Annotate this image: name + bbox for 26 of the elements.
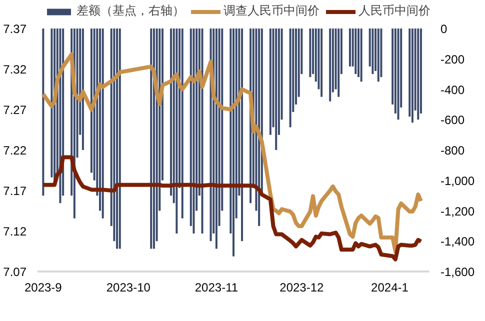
- y-tick-label: 7.37: [3, 22, 27, 36]
- y-tick-label: 7.07: [3, 265, 27, 279]
- legend-label: 差额（基点，右轴）: [76, 2, 184, 20]
- y2-tick-label: -1,400: [440, 234, 475, 249]
- y2-tick-label: -1,200: [440, 204, 475, 218]
- y-tick-label: 7.22: [3, 144, 27, 158]
- line-series: [41, 155, 423, 262]
- x-tick-label: 2023-10: [106, 280, 151, 294]
- y2-tick-label: -400: [440, 82, 465, 97]
- y2-tick-label: 0: [440, 22, 448, 36]
- y-tick-label: 7.17: [3, 184, 27, 198]
- x-tick-label: 2023-12: [280, 280, 324, 294]
- y2-tick-label: -800: [440, 144, 465, 158]
- y2-tick-label: -600: [440, 113, 465, 128]
- y2-tick-label: -1,000: [440, 174, 475, 188]
- x-tick-label: 2023-9: [24, 280, 62, 294]
- y2-tick-label: -1,600: [440, 265, 475, 279]
- line-series: [41, 52, 423, 254]
- y-tick-label: 7.27: [3, 103, 27, 117]
- x-tick-label: 2024-1: [371, 280, 409, 294]
- x-tick-label: 2023-11: [194, 280, 238, 294]
- legend-label: 人民币中间价: [358, 2, 430, 20]
- y-tick-label: 7.12: [3, 224, 27, 238]
- legend-label: 调查人民币中间价: [224, 2, 320, 20]
- y-tick-label: 7.32: [3, 62, 27, 76]
- y2-tick-label: -200: [440, 52, 465, 66]
